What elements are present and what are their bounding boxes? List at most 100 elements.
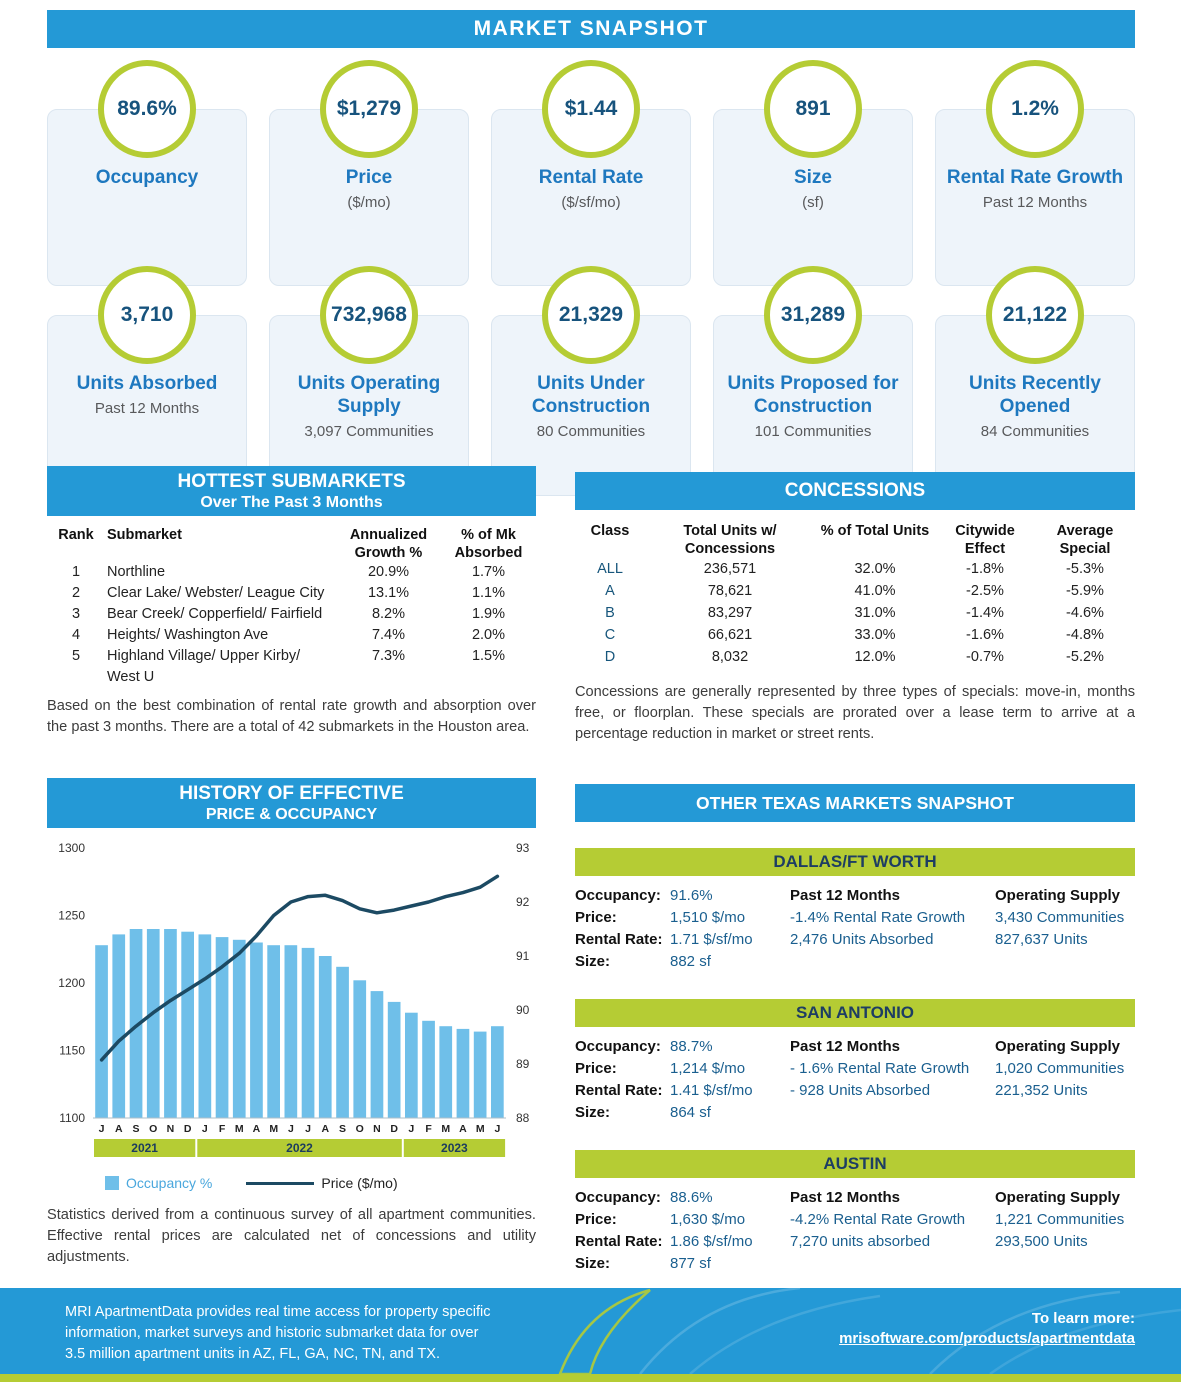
stat-title: Rental Rate bbox=[538, 167, 644, 188]
market-dallas: DALLAS/FT WORTH Occupancy: 91.6% Price: 1,… bbox=[575, 848, 1135, 973]
stat-title: Units Under Construction bbox=[531, 373, 651, 417]
apartmentdata-link[interactable]: mrisoftware.com/products/apartmentdata bbox=[839, 1330, 1135, 1347]
svg-text:88: 88 bbox=[516, 1111, 530, 1125]
stat-value: 891 bbox=[764, 60, 862, 158]
svg-text:91: 91 bbox=[516, 949, 530, 963]
legend-price: Price ($/mo) bbox=[246, 1175, 398, 1191]
stat-value: 31,289 bbox=[764, 266, 862, 364]
svg-text:M: M bbox=[441, 1123, 450, 1135]
svg-text:2022: 2022 bbox=[286, 1141, 313, 1155]
stat-title: Units Recently Opened bbox=[969, 373, 1101, 417]
year-band bbox=[94, 1139, 196, 1157]
stat-title: Price bbox=[345, 167, 393, 188]
stat-subtitle: ($/sf/mo) bbox=[561, 194, 621, 211]
stat-subtitle: 3,097 Communities bbox=[304, 423, 434, 440]
stat-subtitle: Past 12 Months bbox=[982, 194, 1088, 211]
hottest-note: Based on the best combination of rental … bbox=[47, 698, 536, 735]
page-title: MARKET SNAPSHOT bbox=[47, 10, 1135, 48]
svg-text:A: A bbox=[115, 1123, 123, 1135]
table-row: D 8,032 12.0% -0.7% -5.2% bbox=[604, 649, 1104, 665]
stat-subtitle: (sf) bbox=[802, 194, 824, 211]
market-austin: AUSTIN Occupancy: 88.6% Price: 1,630 $/mo … bbox=[575, 1150, 1135, 1275]
svg-text:M: M bbox=[269, 1123, 278, 1135]
occupancy-bars bbox=[95, 929, 504, 1118]
stat-card-units-proposed: 31,289 Units Proposed for Construction 1… bbox=[713, 266, 913, 496]
svg-text:90: 90 bbox=[516, 1003, 530, 1017]
svg-text:89: 89 bbox=[516, 1057, 530, 1071]
svg-text:1200: 1200 bbox=[58, 976, 85, 990]
table-row: C 66,621 33.0% -1.6% -4.8% bbox=[604, 627, 1104, 643]
market-past12: Past 12 Months - 1.6% Rental Rate Growth… bbox=[790, 1038, 970, 1099]
occupancy-swatch-icon bbox=[105, 1176, 119, 1190]
hottest-submarkets-section: HOTTEST SUBMARKETS Over The Past 3 Month… bbox=[47, 466, 536, 738]
table-row: A 78,621 41.0% -2.5% -5.9% bbox=[605, 583, 1104, 599]
svg-text:F: F bbox=[425, 1123, 432, 1135]
concessions-section: CONCESSIONS Class Total Units w/ Concess… bbox=[575, 466, 1135, 745]
footer: MRI ApartmentData provides real time acc… bbox=[0, 1288, 1181, 1374]
stat-card-price: $1,279 Price ($/mo) bbox=[269, 60, 469, 286]
stat-value: $1.44 bbox=[542, 60, 640, 158]
stat-value: 1.2% bbox=[986, 60, 1084, 158]
stat-value: 21,329 bbox=[542, 266, 640, 364]
svg-text:93: 93 bbox=[516, 841, 530, 855]
hottest-table-header: Rank Submarket Annualized Growth % % of … bbox=[58, 527, 523, 561]
market-past12: Past 12 Months -4.2% Rental Rate Growth … bbox=[790, 1189, 966, 1250]
table-row: 2 Clear Lake/ Webster/ League City 13.1%… bbox=[71, 585, 506, 601]
stat-card-rental-rate-growth: 1.2% Rental Rate Growth Past 12 Months bbox=[935, 60, 1135, 286]
table-row: 1 Northline 20.9% 1.7% bbox=[71, 564, 506, 580]
stat-value: 21,122 bbox=[986, 266, 1084, 364]
svg-text:O: O bbox=[356, 1123, 364, 1135]
stat-subtitle: 80 Communities bbox=[536, 423, 646, 440]
svg-text:O: O bbox=[149, 1123, 157, 1135]
stat-title: Rental Rate Growth bbox=[946, 167, 1124, 188]
history-chart: 1100 1150 1200 1250 1300 88 89 90 91 92 93 J A S O N D J F… bbox=[47, 836, 536, 1171]
stat-subtitle: ($/mo) bbox=[347, 194, 391, 211]
market-san-antonio: SAN ANTONIO Occupancy: 88.7% Price: 1,214 … bbox=[575, 999, 1135, 1124]
year-band bbox=[197, 1139, 402, 1157]
svg-text:92: 92 bbox=[516, 895, 530, 909]
stat-title: Units Absorbed bbox=[76, 373, 218, 394]
footer-description: MRI ApartmentData provides real time acc… bbox=[65, 1304, 491, 1362]
svg-text:1300: 1300 bbox=[58, 841, 85, 855]
stat-value: 3,710 bbox=[98, 266, 196, 364]
legend-occupancy: Occupancy % bbox=[105, 1175, 212, 1191]
svg-text:2021: 2021 bbox=[131, 1141, 158, 1155]
concessions-note: Concessions are generally represented by… bbox=[575, 684, 1135, 742]
concessions-table-header: Class Total Units w/ Concessions % of To… bbox=[590, 523, 1114, 557]
market-stats: Occupancy: 91.6% Price: 1,510 $/mo Rental … bbox=[575, 887, 753, 970]
price-line bbox=[99, 874, 500, 1062]
svg-text:J: J bbox=[408, 1123, 414, 1135]
market-name: DALLAS/FT WORTH bbox=[575, 848, 1135, 876]
year-band bbox=[403, 1139, 506, 1157]
history-note: Statistics derived from a continuous sur… bbox=[47, 1207, 536, 1265]
market-past12: Past 12 Months -1.4% Rental Rate Growth … bbox=[790, 887, 966, 948]
bottom-green-strip bbox=[0, 1374, 1181, 1382]
svg-text:1150: 1150 bbox=[59, 1044, 85, 1058]
stat-card-occupancy: 89.6% Occupancy bbox=[47, 60, 247, 286]
stat-title: Occupancy bbox=[95, 167, 199, 188]
stat-subtitle: 84 Communities bbox=[980, 423, 1090, 440]
svg-text:J: J bbox=[202, 1123, 208, 1135]
market-name: AUSTIN bbox=[575, 1150, 1135, 1178]
svg-text:N: N bbox=[167, 1123, 175, 1135]
svg-text:S: S bbox=[133, 1123, 140, 1135]
svg-text:N: N bbox=[373, 1123, 381, 1135]
history-header: HISTORY OF EFFECTIVE PRICE & OCCUPANCY bbox=[47, 778, 536, 828]
footer-learn-more: To learn more: mrisoftware.com/products/… bbox=[839, 1310, 1135, 1347]
svg-text:M: M bbox=[476, 1123, 485, 1135]
chart-legend: Occupancy % Price ($/mo) bbox=[105, 1175, 536, 1191]
stats-row-2: 3,710 Units Absorbed Past 12 Months 732,… bbox=[47, 266, 1135, 496]
stat-value: 89.6% bbox=[98, 60, 196, 158]
stat-card-units-under-construction: 21,329 Units Under Construction 80 Commu… bbox=[491, 266, 691, 496]
svg-text:J: J bbox=[288, 1123, 294, 1135]
table-row: 5 Highland Village/ Upper Kirby/ West U … bbox=[71, 648, 506, 685]
stats-row-1: 89.6% Occupancy $1,279 Price ($/mo) $1.4… bbox=[47, 60, 1135, 286]
svg-text:1250: 1250 bbox=[58, 909, 85, 923]
market-supply: Operating Supply 1,020 Communities 221,3… bbox=[995, 1038, 1125, 1099]
svg-text:D: D bbox=[390, 1123, 398, 1135]
svg-text:A: A bbox=[253, 1123, 261, 1135]
market-stats: Occupancy: 88.7% Price: 1,214 $/mo Rental … bbox=[575, 1038, 753, 1121]
stat-title: Size bbox=[793, 167, 833, 188]
market-name: SAN ANTONIO bbox=[575, 999, 1135, 1027]
